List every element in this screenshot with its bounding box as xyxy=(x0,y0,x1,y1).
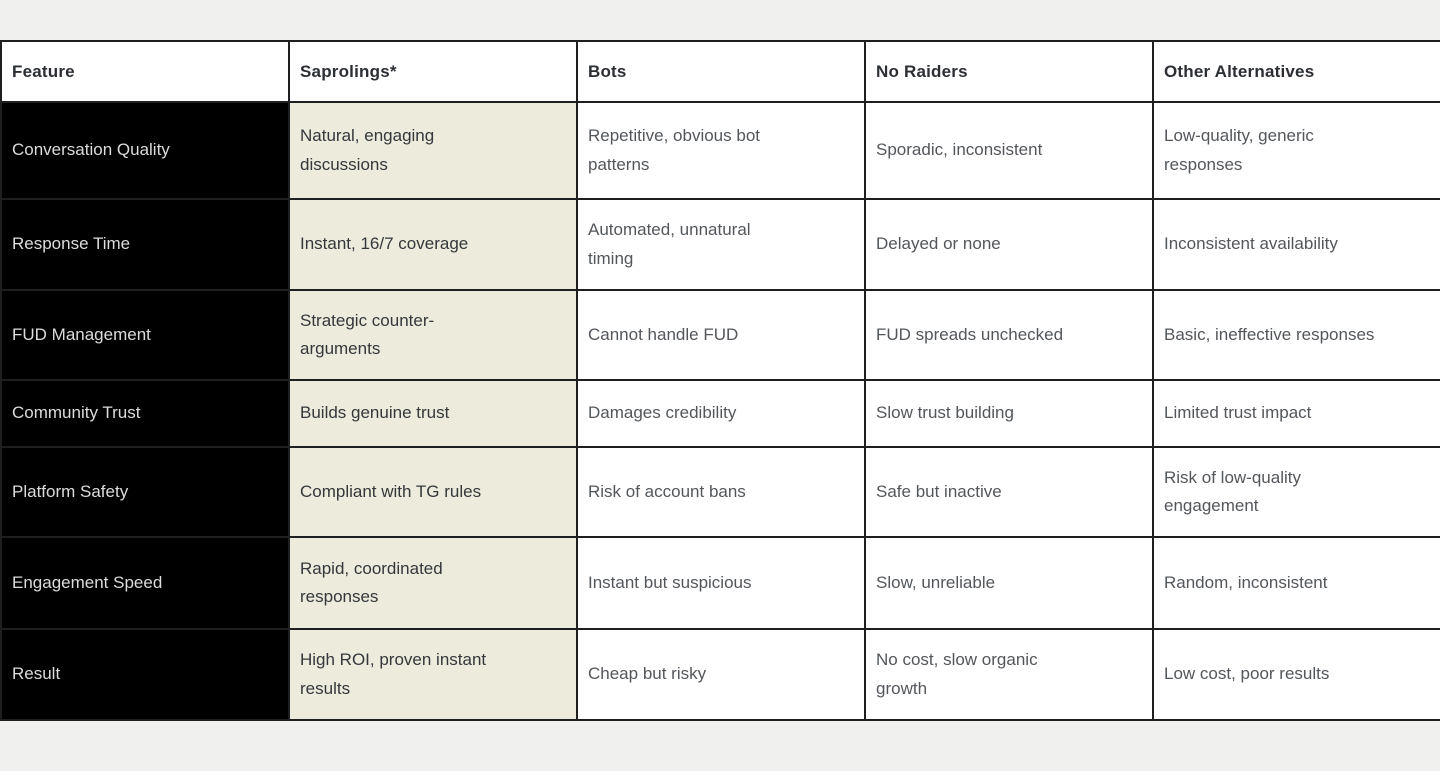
column-header-saprolings: Saprolings* xyxy=(288,40,578,103)
alternatives-cell: Limited trust impact xyxy=(1152,379,1440,448)
column-header-other-alternatives: Other Alternatives xyxy=(1152,40,1440,103)
saprolings-cell: Strategic counter- arguments xyxy=(288,289,578,381)
table-row: Conversation Quality Natural, engaging d… xyxy=(0,101,1440,200)
saprolings-cell: Natural, engaging discussions xyxy=(288,101,578,200)
bots-cell: Cheap but risky xyxy=(576,628,866,721)
alternatives-cell: Random, inconsistent xyxy=(1152,536,1440,630)
alternatives-cell: Basic, ineffective responses xyxy=(1152,289,1440,381)
column-header-bots: Bots xyxy=(576,40,866,103)
bots-cell: Cannot handle FUD xyxy=(576,289,866,381)
table-row: Engagement Speed Rapid, coordinated resp… xyxy=(0,536,1440,630)
feature-cell: Conversation Quality xyxy=(0,101,290,200)
bots-cell: Risk of account bans xyxy=(576,446,866,538)
feature-cell: FUD Management xyxy=(0,289,290,381)
no-raiders-cell: Safe but inactive xyxy=(864,446,1154,538)
no-raiders-cell: Slow trust building xyxy=(864,379,1154,448)
header-row: Feature Saprolings* Bots No Raiders Othe… xyxy=(0,40,1440,103)
saprolings-cell: Compliant with TG rules xyxy=(288,446,578,538)
alternatives-cell: Low cost, poor results xyxy=(1152,628,1440,721)
column-header-feature: Feature xyxy=(0,40,290,103)
saprolings-cell: Rapid, coordinated responses xyxy=(288,536,578,630)
no-raiders-cell: FUD spreads unchecked xyxy=(864,289,1154,381)
feature-cell: Platform Safety xyxy=(0,446,290,538)
alternatives-cell: Inconsistent availability xyxy=(1152,198,1440,291)
bots-cell: Repetitive, obvious bot patterns xyxy=(576,101,866,200)
feature-cell: Community Trust xyxy=(0,379,290,448)
table-row: Community Trust Builds genuine trust Dam… xyxy=(0,379,1440,448)
saprolings-cell: Instant, 16/7 coverage xyxy=(288,198,578,291)
comparison-table-section: Feature Saprolings* Bots No Raiders Othe… xyxy=(0,40,1440,721)
alternatives-cell: Risk of low-quality engagement xyxy=(1152,446,1440,538)
table-row: Platform Safety Compliant with TG rules … xyxy=(0,446,1440,538)
feature-cell: Response Time xyxy=(0,198,290,291)
table-row: Result High ROI, proven instant results … xyxy=(0,628,1440,721)
bots-cell: Automated, unnatural timing xyxy=(576,198,866,291)
no-raiders-cell: No cost, slow organic growth xyxy=(864,628,1154,721)
feature-cell: Engagement Speed xyxy=(0,536,290,630)
alternatives-cell: Low-quality, generic responses xyxy=(1152,101,1440,200)
table-row: Response Time Instant, 16/7 coverage Aut… xyxy=(0,198,1440,291)
bots-cell: Instant but suspicious xyxy=(576,536,866,630)
saprolings-cell: Builds genuine trust xyxy=(288,379,578,448)
column-header-no-raiders: No Raiders xyxy=(864,40,1154,103)
comparison-table: Feature Saprolings* Bots No Raiders Othe… xyxy=(0,40,1440,721)
table-row: FUD Management Strategic counter- argume… xyxy=(0,289,1440,381)
no-raiders-cell: Sporadic, inconsistent xyxy=(864,101,1154,200)
bots-cell: Damages credibility xyxy=(576,379,866,448)
saprolings-cell: High ROI, proven instant results xyxy=(288,628,578,721)
no-raiders-cell: Delayed or none xyxy=(864,198,1154,291)
feature-cell: Result xyxy=(0,628,290,721)
no-raiders-cell: Slow, unreliable xyxy=(864,536,1154,630)
